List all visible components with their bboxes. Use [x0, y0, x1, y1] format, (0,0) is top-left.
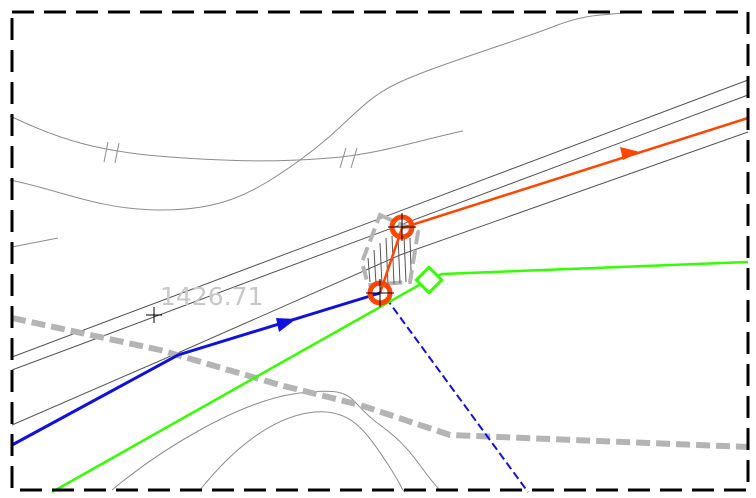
blue-direction-arrowhead-icon — [276, 318, 296, 332]
hatched-node-area — [359, 212, 421, 288]
hatch-line — [367, 257, 371, 283]
tick-mark — [339, 147, 347, 169]
hatch-boundary — [359, 212, 421, 288]
orange-direction-arrowhead-icon — [620, 147, 640, 160]
hatch-line — [385, 237, 389, 286]
road-edge-inner-top — [11, 94, 749, 371]
elevation-label: 1426.71 — [160, 282, 263, 311]
hatch-line — [379, 242, 383, 286]
blue-route-line[interactable] — [11, 291, 381, 447]
tick-mark — [350, 147, 358, 169]
contour-break-ticks — [103, 141, 358, 169]
green-route-line[interactable] — [51, 278, 429, 494]
contour-line-lower-inner — [199, 411, 406, 493]
tick-mark — [114, 142, 120, 164]
contour-lines — [9, 11, 629, 493]
hatch-line — [397, 235, 401, 284]
hatch-line — [391, 235, 395, 285]
hatch-line — [373, 249, 377, 285]
contour-line-lower-left — [111, 390, 441, 491]
hatch-line — [403, 235, 407, 283]
tick-mark — [103, 141, 109, 163]
contour-line-middle — [9, 11, 629, 211]
contour-line-upper — [9, 115, 464, 162]
hatch-line — [409, 237, 412, 271]
road-edge-bottom — [11, 131, 749, 426]
contour-line-short — [11, 237, 59, 248]
node-marker-upper[interactable] — [388, 213, 416, 241]
blue-dashed-route[interactable] — [385, 297, 529, 493]
elevation-point-crosshair-icon[interactable] — [146, 307, 162, 323]
hatch-lines — [367, 235, 412, 286]
viewport-frame — [10, 10, 750, 492]
green-node-diamond-icon[interactable] — [414, 265, 444, 295]
gray-boundary-line — [11, 315, 749, 450]
node-marker-lower[interactable] — [366, 279, 394, 307]
